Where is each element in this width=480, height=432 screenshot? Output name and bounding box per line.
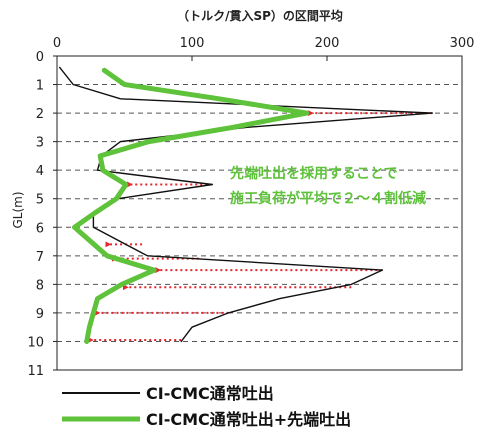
x-tick-labels: 0 100 200 300: [53, 36, 475, 51]
annotation-line-2: 施工負荷が平均で２～４割低減: [230, 190, 426, 207]
y-tick-label: 7: [36, 250, 44, 265]
y-tick-label: 8: [36, 278, 44, 293]
legend-label-normal: CI-CMC通常吐出: [146, 384, 274, 403]
y-tick-label: 9: [36, 307, 44, 322]
legend-label-tip: CI-CMC通常吐出+先端吐出: [146, 410, 351, 429]
chart-title: （トルク/貫入SP）の区間平均: [177, 8, 343, 23]
x-tick-label: 200: [315, 36, 340, 51]
y-tick-label: 2: [36, 107, 44, 122]
x-tick-label: 300: [450, 36, 475, 51]
annotation-note: 先端吐出を採用することで 施工負荷が平均で２～４割低減: [230, 165, 426, 207]
y-tick-labels: 0 1 2 3 4 5 6 7 8 9 10 11: [27, 50, 44, 379]
y-tick-label: 5: [36, 193, 44, 208]
x-tick-label: 0: [53, 36, 61, 51]
legend: CI-CMC通常吐出 CI-CMC通常吐出+先端吐出: [62, 384, 351, 429]
series-lines: [59, 66, 433, 344]
y-tick-label: 4: [36, 164, 44, 179]
series-line-tip: [72, 67, 310, 344]
axes: [53, 55, 463, 371]
reduction-arrows: [87, 110, 433, 344]
plot-frame: [56, 55, 463, 371]
y-tick-label: 1: [36, 79, 44, 94]
y-tick-label: 3: [36, 136, 44, 151]
x-tick-label: 100: [180, 36, 205, 51]
y-axis-label: GL(m): [11, 191, 25, 228]
y-tick-label: 6: [36, 221, 44, 236]
y-tick-label: 11: [27, 364, 44, 379]
y-tick-label: 0: [36, 50, 44, 65]
y-tick-label: 10: [27, 335, 44, 350]
annotation-line-1: 先端吐出を採用することで: [230, 165, 398, 182]
